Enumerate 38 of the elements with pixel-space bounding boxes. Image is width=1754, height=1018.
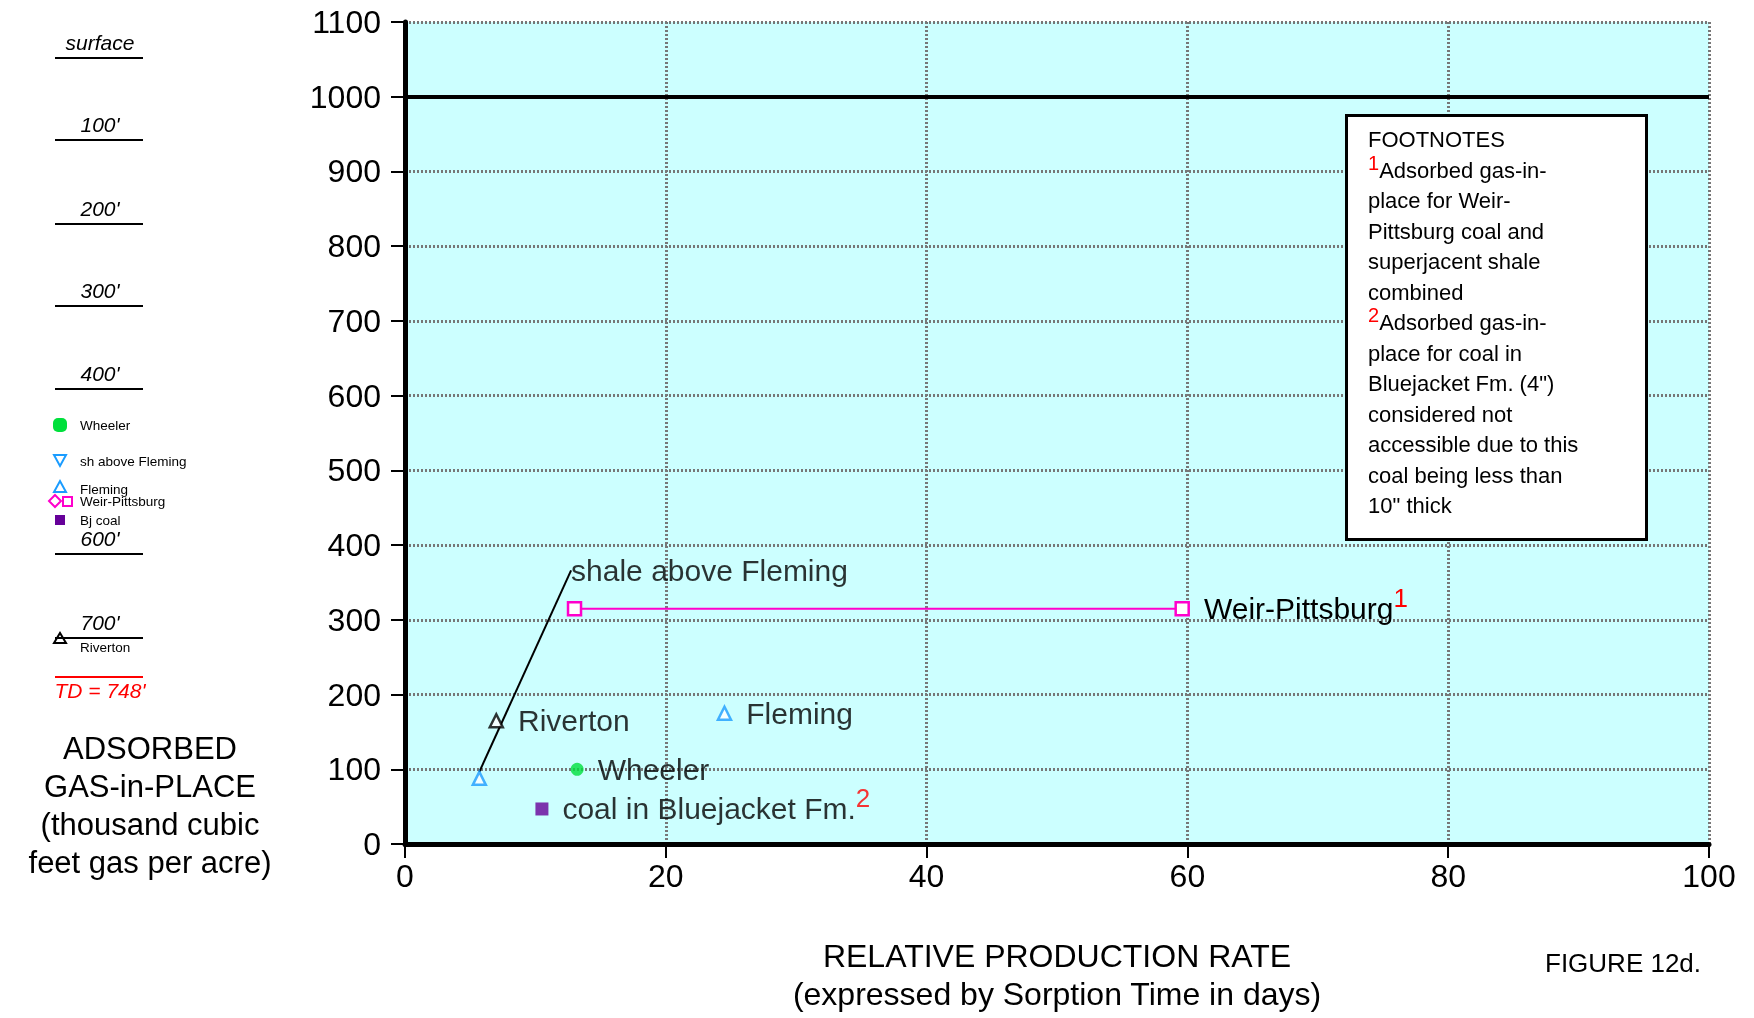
- series-label: Riverton: [518, 704, 630, 738]
- x-tick-label: 80: [1430, 858, 1466, 895]
- text: Fleming: [80, 482, 129, 497]
- text: 600': [80, 527, 121, 550]
- y-tick-label: 200: [327, 676, 381, 713]
- series-label: Wheeler: [597, 752, 710, 786]
- x-tick-label: 60: [1169, 858, 1206, 895]
- y-tick-label: 800: [327, 228, 381, 265]
- text: Bj coal: [80, 513, 121, 528]
- y-tick-label: 1100: [312, 4, 381, 40]
- y-tick-label: 1000: [309, 78, 381, 115]
- y-tick-label: 700: [327, 302, 381, 339]
- x-tick-label: 40: [908, 858, 945, 895]
- text: TD = 748': [54, 679, 147, 702]
- text: sh above Fleming: [80, 454, 187, 469]
- text: surface: [65, 31, 135, 54]
- y-tick-label: 0: [363, 826, 381, 863]
- y-tick-label: 500: [327, 452, 381, 489]
- text: 100': [80, 113, 121, 136]
- y-tick-label: 300: [327, 601, 381, 638]
- y-tick-label: 600: [327, 377, 381, 414]
- text: 400': [80, 362, 121, 385]
- text: 200': [79, 197, 121, 220]
- x-tick-label: 0: [396, 858, 414, 895]
- text: shale above Fleming: [571, 553, 848, 587]
- text: Riverton: [80, 640, 131, 655]
- text: 300': [80, 279, 121, 302]
- y-tick-label: 100: [327, 751, 381, 788]
- text: 700': [80, 611, 121, 634]
- y-tick-label: 400: [327, 527, 381, 564]
- x-tick-label: 100: [1682, 858, 1736, 895]
- text: Wheeler: [80, 418, 131, 433]
- x-axis-title: RELATIVE PRODUCTION RATE (expressed by Sorption Time in days): [792, 938, 1322, 1012]
- caption: FIGURE 12d.: [1545, 948, 1702, 978]
- y-axis-title: ADSORBED GAS-in-PLACE (thousand cubic feet gas per acre): [27, 730, 273, 882]
- y-tick-label: 900: [327, 153, 381, 190]
- series-label: Fleming: [746, 696, 853, 730]
- x-tick-label: 20: [648, 858, 684, 895]
